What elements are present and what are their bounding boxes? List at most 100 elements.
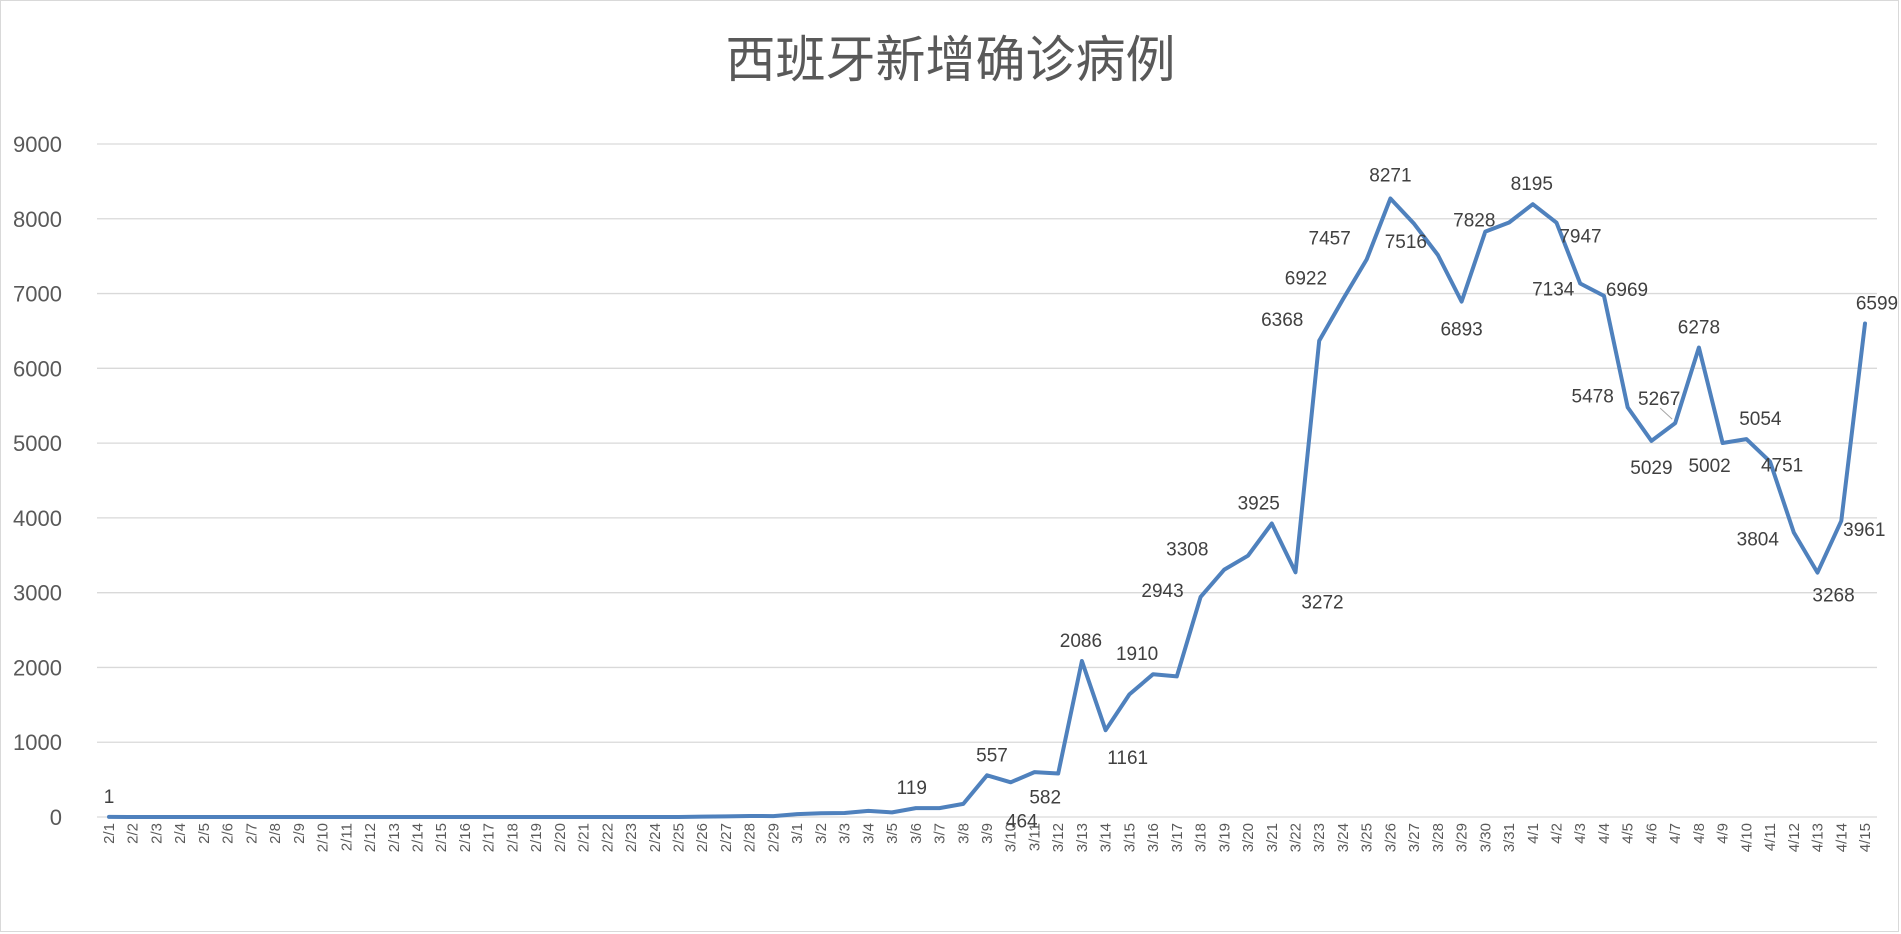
x-tick-label: 4/6: [1643, 823, 1660, 844]
data-label: 1: [104, 787, 115, 808]
data-label: 4751: [1761, 456, 1803, 477]
x-tick-label: 3/28: [1430, 823, 1447, 852]
x-tick-label: 4/1: [1525, 823, 1542, 844]
x-tick-label: 4/7: [1667, 823, 1684, 844]
data-label: 8195: [1511, 174, 1553, 195]
x-tick-label: 4/5: [1620, 823, 1637, 844]
y-tick-label: 7000: [13, 282, 62, 307]
x-tick-label: 2/21: [576, 823, 593, 852]
data-label: 7828: [1453, 211, 1495, 232]
y-tick-label: 9000: [13, 132, 62, 157]
x-tick-label: 3/31: [1501, 823, 1518, 852]
data-label: 3804: [1737, 530, 1780, 551]
x-tick-label: 3/6: [908, 823, 925, 844]
x-tick-label: 3/18: [1193, 823, 1210, 852]
x-tick-label: 2/29: [765, 823, 782, 852]
data-label: 7457: [1309, 228, 1351, 249]
x-tick-label: 2/10: [315, 823, 332, 852]
data-label: 7947: [1559, 227, 1601, 248]
x-tick-label: 3/30: [1477, 823, 1494, 852]
x-tick-label: 4/3: [1572, 823, 1589, 844]
x-tick-label: 3/20: [1240, 823, 1257, 852]
y-tick-label: 6000: [13, 356, 62, 381]
data-label: 5002: [1688, 456, 1730, 477]
x-tick-label: 4/12: [1786, 823, 1803, 852]
data-label: 5029: [1630, 458, 1672, 479]
x-axis-ticks: 2/1 2/2 2/3 2/4 2/5 2/6 2/7 2/8 2/9 2/10 2/11 2/12 2…: [101, 823, 1874, 852]
x-tick-label: 3/21: [1264, 823, 1281, 852]
x-tick-label: 3/27: [1406, 823, 1423, 852]
y-axis-ticks: 0 1000 2000 3000 4000 5000 6000 7000 8000 9000: [13, 132, 62, 830]
data-label: 3308: [1166, 540, 1208, 561]
x-tick-label: 4/4: [1596, 823, 1613, 844]
x-tick-label: 2/15: [433, 823, 450, 852]
data-label: 3272: [1301, 592, 1343, 613]
x-tick-label: 3/23: [1311, 823, 1328, 852]
y-tick-label: 5000: [13, 431, 62, 456]
x-tick-label: 3/16: [1145, 823, 1162, 852]
data-label: 6969: [1606, 280, 1648, 301]
x-tick-label: 2/8: [267, 823, 284, 844]
y-tick-label: 3000: [13, 581, 62, 606]
x-tick-label: 2/11: [338, 823, 355, 851]
x-tick-label: 3/26: [1382, 823, 1399, 852]
x-tick-label: 3/12: [1050, 823, 1067, 852]
data-label: 119: [897, 778, 927, 799]
x-tick-label: 2/17: [481, 823, 498, 852]
data-label: 2943: [1141, 581, 1183, 602]
x-tick-label: 3/17: [1169, 823, 1186, 852]
x-tick-label: 3/3: [837, 823, 854, 844]
x-tick-label: 3/22: [1287, 823, 1304, 852]
x-tick-label: 3/19: [1216, 823, 1233, 852]
x-tick-label: 3/10: [1003, 823, 1020, 852]
x-tick-label: 2/3: [148, 823, 165, 844]
x-tick-label: 2/1: [101, 823, 118, 844]
x-tick-label: 3/4: [860, 823, 877, 844]
x-tick-label: 2/27: [718, 823, 735, 852]
data-label: 6893: [1440, 320, 1482, 341]
data-label: 3961: [1843, 520, 1885, 541]
x-tick-label: 4/13: [1810, 823, 1827, 852]
data-label: 7134: [1532, 280, 1575, 301]
x-tick-label: 3/7: [932, 823, 949, 844]
x-tick-label: 4/10: [1738, 823, 1755, 852]
x-tick-label: 3/25: [1359, 823, 1376, 852]
x-tick-label: 2/4: [172, 823, 189, 844]
x-tick-label: 2/25: [671, 823, 688, 852]
x-tick-label: 3/9: [979, 823, 996, 844]
x-tick-label: 2/9: [291, 823, 308, 844]
x-tick-label: 3/11: [1026, 823, 1043, 851]
x-tick-label: 2/22: [599, 823, 616, 852]
x-tick-label: 4/15: [1857, 823, 1874, 852]
x-tick-label: 2/12: [362, 823, 379, 852]
data-label: 5054: [1739, 409, 1782, 430]
y-tick-label: 1000: [13, 730, 62, 755]
data-label: 3925: [1238, 493, 1280, 514]
data-label: 5267: [1638, 389, 1680, 410]
data-label: 6922: [1285, 268, 1327, 289]
chart-title: 西班牙新增确诊病例: [725, 31, 1176, 89]
x-tick-label: 3/14: [1098, 823, 1115, 852]
x-tick-label: 2/19: [528, 823, 545, 852]
x-tick-label: 2/18: [504, 823, 521, 852]
x-tick-label: 2/20: [552, 823, 569, 852]
data-label: 557: [976, 745, 1008, 766]
x-tick-label: 4/9: [1715, 823, 1732, 844]
data-label: 6278: [1678, 318, 1720, 339]
data-label: 7516: [1385, 232, 1427, 253]
x-tick-label: 4/8: [1691, 823, 1708, 844]
x-tick-label: 2/14: [409, 823, 426, 852]
x-tick-label: 2/23: [623, 823, 640, 852]
x-tick-label: 4/11: [1762, 823, 1779, 851]
data-label: 8271: [1369, 166, 1411, 187]
x-tick-label: 2/5: [196, 823, 213, 844]
x-tick-label: 2/26: [694, 823, 711, 852]
data-label: 5478: [1572, 386, 1614, 407]
x-tick-label: 4/2: [1549, 823, 1566, 844]
series-line-layer: [107, 196, 1867, 819]
label-leader-line: [1659, 407, 1673, 420]
data-labels: 1 119 557 464 582 2086 1161 1910 2943 3308 3925 327…: [104, 166, 1898, 833]
y-tick-label: 2000: [13, 655, 62, 680]
